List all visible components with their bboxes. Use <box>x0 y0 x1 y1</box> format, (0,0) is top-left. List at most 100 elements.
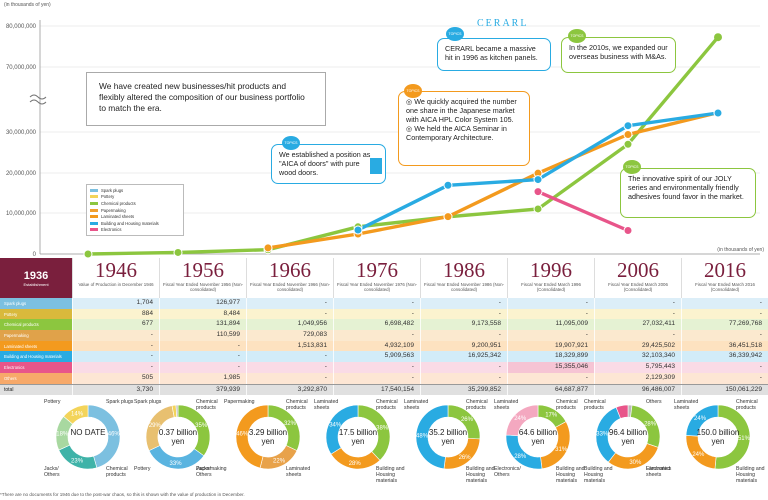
table-cell: 96,486,007 <box>594 384 681 396</box>
year-header: 1986 Fiscal Year Ended November 1986 (Non… <box>420 258 507 298</box>
donut-category-label: Building and Housing materials <box>736 466 765 484</box>
series-line-electronics <box>536 190 630 233</box>
donut-center-label: 3.29 billion yen <box>248 428 288 446</box>
donut-center-label: 17.5 billion yen <box>338 428 378 446</box>
donut-chart: 17% 31% 28% 24% <box>505 404 571 470</box>
table-cell: - <box>246 362 333 373</box>
donut-category-label: Laminated sheets <box>674 399 699 411</box>
note-1986-b: ◎ We held the AICA Seminar in Contempora… <box>406 124 507 142</box>
data-point <box>623 121 633 131</box>
legend-swatch <box>90 221 98 225</box>
table-cell: - <box>246 372 333 384</box>
data-point <box>263 243 273 253</box>
data-point <box>83 249 93 258</box>
y-tick-label: 10,000,000 <box>6 211 37 217</box>
legend-item: Building and Housing materials <box>90 220 180 227</box>
x-unit-label: (in thousands of yen) <box>717 247 764 253</box>
year-label: 1956 <box>182 258 224 282</box>
year-desc: Fiscal Year Ended March 2016 (Consolidat… <box>695 282 755 292</box>
donut-category-label: Papermaking <box>224 399 255 405</box>
donut-pct: 28% <box>514 454 527 460</box>
table-cell: 64,687,877 <box>507 384 594 396</box>
note-1976-text: We established a position as "AICA of do… <box>279 150 371 177</box>
table-cell: 11,095,009 <box>507 319 594 331</box>
donut-chart: 28% 30% 33% <box>595 404 661 470</box>
table-cell: - <box>246 351 333 363</box>
table-cell: - <box>594 308 681 320</box>
table-cell: 77,269,768 <box>681 319 768 331</box>
donut-category-label: Laminated sheets <box>286 466 311 478</box>
donut-category-label: Laminated sheets <box>494 399 519 411</box>
table-cell: 150,061,229 <box>681 384 768 396</box>
topics-badge-1976: TOPICS <box>282 136 300 150</box>
table-cell: 110,599 <box>159 330 246 341</box>
table-cell: - <box>507 330 594 341</box>
table-cell: - <box>159 362 246 373</box>
table-row: Pottery 884 8,484- - - - - - <box>0 308 768 320</box>
year-header: 1996 Fiscal Year Ended March 1996 (Consol… <box>507 258 594 298</box>
donut-category-label: Papermaking <box>196 466 227 472</box>
donut-pct: 23% <box>71 459 84 465</box>
table-cell: - <box>246 308 333 320</box>
year-label: 1996 <box>530 258 572 282</box>
table-cell: - <box>507 372 594 384</box>
table-row: Laminated sheets - -1,513,831 4,932,109 9,20… <box>0 340 768 352</box>
table-cell: - <box>333 308 420 320</box>
donut-category-label: Electronics <box>646 466 672 472</box>
y-tick-label: 20,000,000 <box>6 171 37 177</box>
donut-category-label: Chemical products <box>196 399 218 411</box>
donut-pct: 28% <box>644 421 657 427</box>
donut-category-label: Chemical products <box>376 399 398 411</box>
table-cell: 36,451,518 <box>681 340 768 352</box>
row-label: Others <box>0 372 72 384</box>
y-tick-label: 70,000,000 <box>6 65 37 71</box>
note-joly: The innovative spirit of our JOLY series… <box>620 168 756 218</box>
table-cell: - <box>420 308 507 320</box>
table-cell: 379,939 <box>159 384 246 396</box>
topics-badge-1996: TOPICS <box>446 27 464 41</box>
donut-center-label: NO DATE <box>70 428 106 437</box>
data-point <box>623 139 633 149</box>
table-row: Others 505 1,985- - - -2,129,309- <box>0 372 768 384</box>
donut-slice <box>615 404 629 419</box>
table-cell: - <box>681 308 768 320</box>
legend-swatch <box>90 188 98 192</box>
donut-pct: 32% <box>284 421 297 427</box>
year-desc: Value of Production in December 1946 <box>78 282 154 287</box>
table-cell: - <box>681 330 768 341</box>
legend-label: Pottery <box>101 194 115 200</box>
table-cell: 18,329,899 <box>507 351 594 363</box>
donut-center-label: 0.37 billion yen <box>158 428 198 446</box>
donut-category-label: Chemical products <box>286 399 308 411</box>
table-cell: 29,425,502 <box>594 340 681 352</box>
table-cell: - <box>72 351 159 363</box>
table-cell: 5,909,563 <box>333 351 420 363</box>
legend-swatch <box>90 215 98 219</box>
series-line-chemical-products <box>86 35 720 256</box>
chart-legend: Spark plugs Pottery Chemical products Paper… <box>86 184 184 237</box>
table-cell: - <box>681 362 768 373</box>
note-1986-a: ◎ We quickly acquired the number one sha… <box>406 97 517 124</box>
donut-category-label: Chemical products <box>466 399 488 411</box>
donut-pct: 35% <box>195 423 208 429</box>
table-cell: 9,200,951 <box>420 340 507 352</box>
donut-center-label: 35.2 billion yen <box>428 428 468 446</box>
production-table: 1936 Establishment 1946 Value of Producti… <box>0 258 768 396</box>
data-point <box>443 180 453 190</box>
donut-category-label: Pottery <box>134 466 151 472</box>
door-icon <box>370 158 382 174</box>
donut-category-label: Chemical products <box>736 399 758 411</box>
table-cell: 36,339,942 <box>681 351 768 363</box>
donut-pct: 34% <box>329 422 342 428</box>
donut-pct: 18% <box>56 431 69 437</box>
topics-badge-2010s: TOPICS <box>568 29 586 43</box>
donut-category-label: Laminated sheets <box>404 399 429 411</box>
data-point <box>714 33 722 42</box>
table-cell: - <box>420 362 507 373</box>
donut-pct: 29% <box>149 423 162 429</box>
establishment-year: 1936 <box>23 269 49 282</box>
table-row: Building and Housing materials - - -5,909,5… <box>0 351 768 363</box>
table-cell: 126,977 <box>159 298 246 309</box>
table-cell: - <box>420 298 507 309</box>
line-chart: 80,000,000 70,000,000 30,000,000 20,000,000… <box>6 20 760 258</box>
